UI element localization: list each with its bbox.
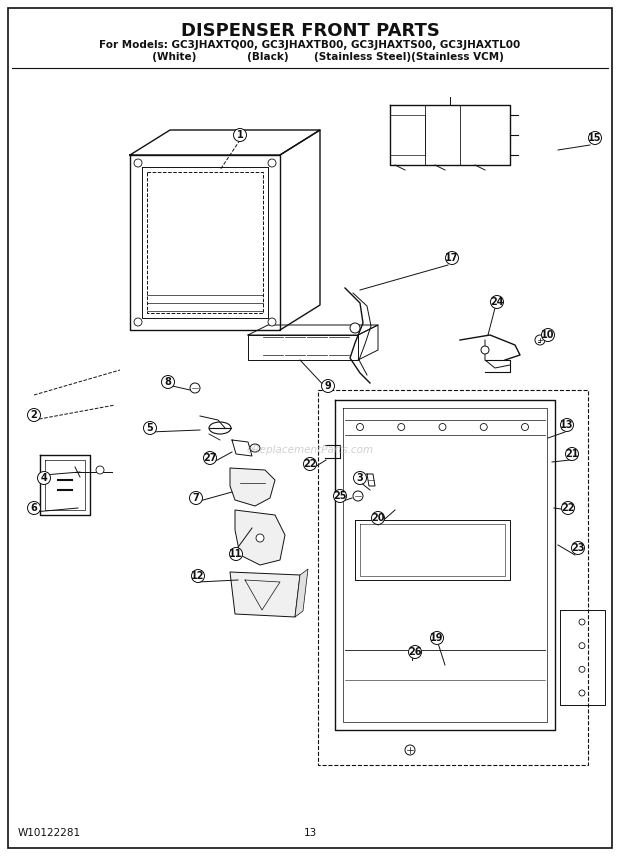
Circle shape bbox=[398, 424, 405, 431]
Circle shape bbox=[371, 512, 384, 525]
Text: 15: 15 bbox=[588, 133, 602, 143]
Circle shape bbox=[579, 643, 585, 649]
Text: 17: 17 bbox=[445, 253, 459, 263]
Circle shape bbox=[322, 379, 335, 393]
Circle shape bbox=[229, 548, 242, 561]
Circle shape bbox=[350, 323, 360, 333]
Text: 22: 22 bbox=[561, 503, 575, 513]
Circle shape bbox=[161, 376, 174, 389]
Circle shape bbox=[562, 502, 575, 514]
Text: 19: 19 bbox=[430, 633, 444, 643]
Text: (White)              (Black)       (Stainless Steel)(Stainless VCM): (White) (Black) (Stainless Steel)(Stainl… bbox=[116, 52, 504, 62]
Text: eReplacementParts.com: eReplacementParts.com bbox=[246, 445, 374, 455]
Text: 9: 9 bbox=[325, 381, 331, 391]
Text: 23: 23 bbox=[571, 543, 585, 553]
Text: 13: 13 bbox=[303, 828, 317, 838]
Circle shape bbox=[481, 346, 489, 354]
Text: 5: 5 bbox=[146, 423, 153, 433]
Circle shape bbox=[334, 490, 347, 502]
Circle shape bbox=[480, 424, 487, 431]
Circle shape bbox=[134, 159, 142, 167]
Circle shape bbox=[268, 159, 276, 167]
Circle shape bbox=[27, 408, 40, 421]
Text: 22: 22 bbox=[303, 459, 317, 469]
Text: 8: 8 bbox=[164, 377, 172, 387]
Circle shape bbox=[268, 318, 276, 326]
Text: DISPENSER FRONT PARTS: DISPENSER FRONT PARTS bbox=[180, 22, 440, 40]
Polygon shape bbox=[230, 572, 300, 617]
Circle shape bbox=[353, 491, 363, 501]
Circle shape bbox=[304, 457, 316, 471]
Circle shape bbox=[588, 132, 601, 145]
Text: For Models: GC3JHAXTQ00, GC3JHAXTB00, GC3JHAXTS00, GC3JHAXTL00: For Models: GC3JHAXTQ00, GC3JHAXTB00, GC… bbox=[99, 40, 521, 50]
Circle shape bbox=[405, 745, 415, 755]
Text: 2: 2 bbox=[30, 410, 37, 420]
Text: 26: 26 bbox=[408, 647, 422, 657]
Text: 3: 3 bbox=[356, 473, 363, 483]
Circle shape bbox=[579, 666, 585, 672]
Circle shape bbox=[353, 472, 366, 484]
Circle shape bbox=[535, 335, 545, 345]
Polygon shape bbox=[235, 510, 285, 565]
Circle shape bbox=[134, 318, 142, 326]
Text: W10122281: W10122281 bbox=[18, 828, 81, 838]
Circle shape bbox=[565, 448, 578, 461]
Text: 6: 6 bbox=[30, 503, 37, 513]
Circle shape bbox=[490, 295, 503, 308]
Circle shape bbox=[37, 472, 50, 484]
Circle shape bbox=[234, 128, 247, 141]
Circle shape bbox=[521, 424, 528, 431]
Circle shape bbox=[446, 252, 459, 265]
Circle shape bbox=[439, 424, 446, 431]
Text: 10: 10 bbox=[541, 330, 555, 340]
Text: 21: 21 bbox=[565, 449, 578, 459]
Polygon shape bbox=[230, 468, 275, 506]
Bar bbox=[318, 390, 588, 765]
Circle shape bbox=[579, 619, 585, 625]
Text: 1: 1 bbox=[237, 130, 244, 140]
Polygon shape bbox=[295, 569, 308, 617]
Text: 11: 11 bbox=[229, 549, 243, 559]
Text: 20: 20 bbox=[371, 513, 385, 523]
Circle shape bbox=[190, 491, 203, 504]
Circle shape bbox=[27, 502, 40, 514]
Text: 25: 25 bbox=[334, 491, 347, 501]
Text: 7: 7 bbox=[193, 493, 200, 503]
Text: 13: 13 bbox=[560, 420, 574, 430]
Circle shape bbox=[203, 451, 216, 465]
Circle shape bbox=[190, 383, 200, 393]
Text: 12: 12 bbox=[191, 571, 205, 581]
Circle shape bbox=[96, 466, 104, 474]
Circle shape bbox=[192, 569, 205, 582]
Text: 4: 4 bbox=[41, 473, 47, 483]
Circle shape bbox=[541, 329, 554, 342]
Ellipse shape bbox=[250, 444, 260, 452]
Circle shape bbox=[356, 424, 363, 431]
Circle shape bbox=[409, 645, 422, 658]
Circle shape bbox=[560, 419, 574, 431]
Circle shape bbox=[572, 542, 585, 555]
Text: 24: 24 bbox=[490, 297, 503, 307]
Circle shape bbox=[143, 421, 156, 435]
Circle shape bbox=[579, 690, 585, 696]
Circle shape bbox=[256, 534, 264, 542]
Circle shape bbox=[430, 632, 443, 645]
Text: 27: 27 bbox=[203, 453, 217, 463]
Ellipse shape bbox=[209, 422, 231, 434]
